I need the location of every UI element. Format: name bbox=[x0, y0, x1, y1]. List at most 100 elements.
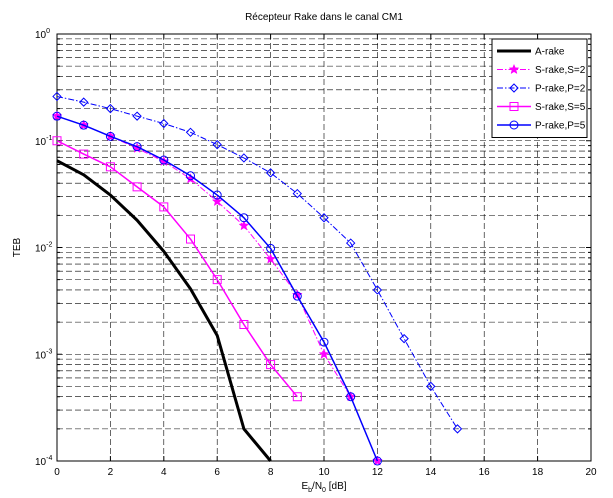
data-point bbox=[78, 97, 89, 107]
data-point bbox=[212, 275, 222, 285]
y-tick-label-base: 10 bbox=[35, 350, 47, 361]
series-line bbox=[56, 115, 379, 462]
data-point bbox=[265, 168, 276, 178]
data-point bbox=[266, 243, 276, 253]
data-point bbox=[292, 291, 302, 301]
data-point bbox=[159, 202, 169, 212]
legend-marker bbox=[509, 102, 519, 111]
x-tick-label: 16 bbox=[479, 467, 491, 478]
data-point bbox=[52, 91, 62, 102]
data-point bbox=[318, 348, 330, 359]
data-point bbox=[212, 190, 222, 200]
x-axis-label-sub1: b bbox=[308, 487, 312, 494]
x-tick-label: 10 bbox=[318, 467, 330, 478]
data-point bbox=[319, 213, 329, 223]
data-point bbox=[52, 111, 62, 121]
data-point bbox=[346, 392, 356, 402]
x-axis-label-tail: [dB] bbox=[326, 481, 347, 492]
x-tick-label: 2 bbox=[108, 467, 114, 478]
legend-label: S-rake,S=2 bbox=[535, 65, 586, 76]
x-tick-label: 4 bbox=[161, 467, 167, 478]
data-point bbox=[186, 171, 195, 181]
x-axis-label-base: E bbox=[301, 481, 308, 492]
data-point bbox=[239, 213, 249, 223]
y-tick-label-exp: -1 bbox=[46, 135, 52, 142]
data-point bbox=[212, 139, 222, 150]
y-tick-label-exp: 0 bbox=[46, 28, 50, 35]
data-point bbox=[238, 220, 250, 231]
data-point bbox=[159, 155, 169, 165]
series-4 bbox=[52, 111, 382, 466]
x-tick-label: 18 bbox=[532, 467, 544, 478]
x-axis-label-sub2: 0 bbox=[322, 487, 326, 494]
series-line bbox=[56, 95, 458, 430]
x-tick-label: 20 bbox=[585, 467, 597, 478]
legend-label: S-rake,S=5 bbox=[535, 102, 586, 113]
data-point bbox=[132, 182, 142, 192]
data-point bbox=[399, 333, 409, 344]
legend-marker bbox=[509, 83, 519, 93]
series-0 bbox=[56, 159, 272, 462]
y-tick-label: 100 bbox=[35, 28, 50, 41]
data-point bbox=[239, 153, 249, 163]
data-point bbox=[132, 111, 142, 121]
series-layer bbox=[51, 91, 463, 466]
data-point bbox=[105, 131, 115, 141]
data-point bbox=[52, 136, 62, 146]
data-point bbox=[266, 360, 276, 370]
data-point bbox=[265, 253, 276, 264]
series-3 bbox=[52, 136, 302, 402]
data-point bbox=[105, 103, 116, 114]
data-point bbox=[79, 120, 89, 130]
x-tick-labels: 0 2 4 6 8 10 12 14 16 18 20 bbox=[54, 467, 597, 478]
legend-label: P-rake,P=2 bbox=[535, 84, 586, 95]
data-point bbox=[185, 127, 196, 138]
data-point bbox=[345, 238, 356, 248]
legend-box bbox=[491, 38, 588, 138]
x-tick-label: 12 bbox=[372, 467, 384, 478]
x-axis-label: Eb/N0 [dB] bbox=[301, 481, 346, 494]
data-point bbox=[292, 392, 302, 402]
y-tick-label-base: 10 bbox=[35, 244, 47, 255]
data-point bbox=[372, 456, 382, 466]
y-tick-label: 10-4 bbox=[35, 455, 52, 468]
data-point bbox=[132, 142, 142, 152]
y-tick-label-base: 10 bbox=[35, 457, 47, 468]
x-tick-label: 14 bbox=[425, 467, 437, 478]
y-axis-label: TEB bbox=[12, 237, 23, 257]
series-line bbox=[56, 140, 298, 398]
data-point bbox=[292, 188, 303, 199]
y-tick-label: 10-2 bbox=[35, 242, 52, 255]
x-tick-label: 8 bbox=[268, 467, 274, 478]
data-point bbox=[105, 162, 115, 172]
y-tick-label: 10-1 bbox=[35, 135, 52, 148]
data-point bbox=[426, 381, 436, 392]
y-tick-label-base: 10 bbox=[35, 30, 47, 41]
series-2 bbox=[52, 91, 463, 434]
legend: A-rake S-rake,S=2 P-rake,P=2 S-rake,S=5 P-ra… bbox=[491, 38, 588, 138]
chart-title: Récepteur Rake dans le canal CM1 bbox=[245, 12, 403, 23]
x-tick-label: 6 bbox=[214, 467, 220, 478]
legend-marker bbox=[509, 120, 519, 130]
data-point bbox=[159, 118, 169, 129]
x-tick-label: 0 bbox=[54, 467, 60, 478]
data-point bbox=[319, 337, 329, 347]
y-tick-label-base: 10 bbox=[35, 137, 47, 148]
data-point bbox=[79, 149, 89, 159]
x-axis-label-mid: /N bbox=[312, 481, 322, 492]
y-tick-label: 10-3 bbox=[35, 348, 52, 361]
legend-label: A-rake bbox=[535, 47, 565, 58]
data-point bbox=[239, 319, 249, 329]
data-point bbox=[372, 285, 383, 295]
y-tick-label-exp: -3 bbox=[46, 348, 52, 355]
y-tick-label-exp: -4 bbox=[46, 455, 52, 462]
legend-label: P-rake,P=5 bbox=[535, 121, 586, 132]
series-line bbox=[56, 159, 272, 462]
y-tick-label-exp: -2 bbox=[46, 242, 52, 249]
data-point bbox=[452, 424, 463, 434]
legend-marker bbox=[508, 63, 520, 75]
data-point bbox=[211, 195, 223, 207]
data-point bbox=[186, 234, 195, 244]
